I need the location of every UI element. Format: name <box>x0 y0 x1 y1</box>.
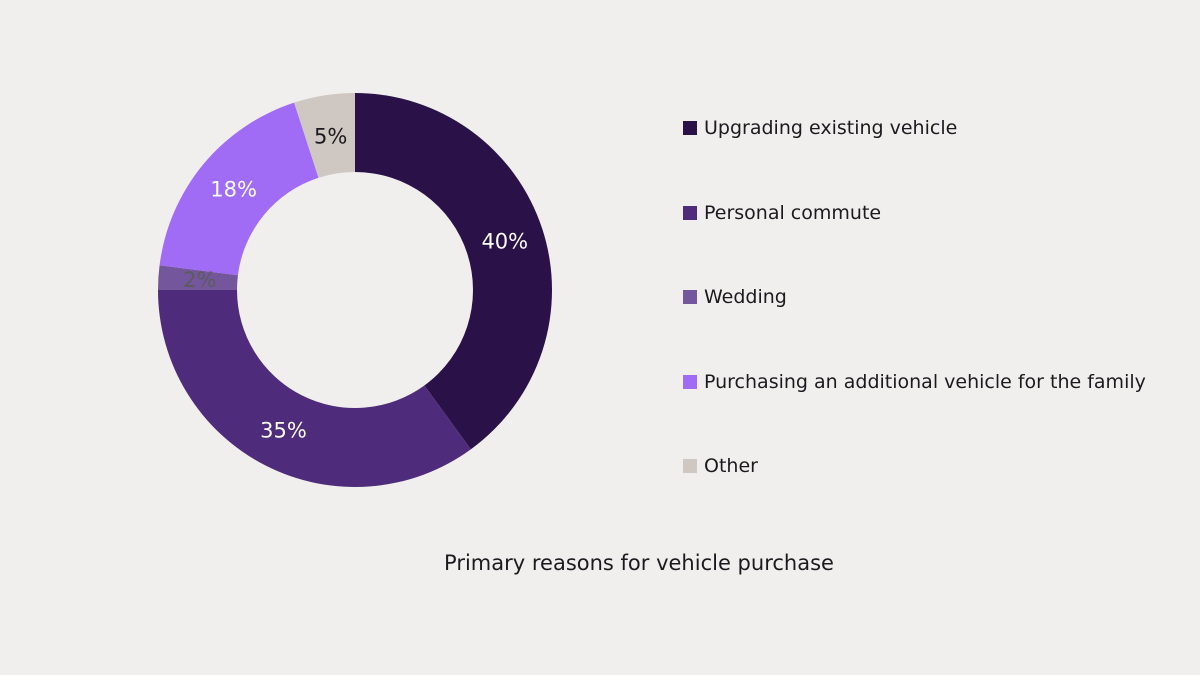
data-label-personal-commute: 35% <box>260 418 307 442</box>
legend-swatch <box>683 459 697 473</box>
chart-title: Primary reasons for vehicle purchase <box>444 551 834 575</box>
legend-label: Wedding <box>704 286 787 308</box>
donut-slices <box>158 93 553 487</box>
legend-item-purchasing-an-additional-vehicle-for-the-family: Purchasing an additional vehicle for the… <box>683 369 1146 395</box>
data-label-upgrading-existing-vehicle: 40% <box>481 229 528 253</box>
legend-label: Personal commute <box>704 201 882 224</box>
legend-swatch <box>683 290 697 304</box>
slice-upgrading-existing-vehicle <box>355 93 553 450</box>
chart-legend: Upgrading existing vehicle Personal commu… <box>683 115 1146 538</box>
slice-purchasing-an-additional-vehicle-for-the-family <box>159 102 319 276</box>
legend-label: Other <box>704 455 758 477</box>
legend-label: Upgrading existing vehicle <box>704 117 958 139</box>
legend-swatch <box>683 121 697 135</box>
donut-data-labels: 40% 35% 2% 18% 5% <box>183 124 528 442</box>
legend-item-other: Other <box>683 453 1146 479</box>
legend-swatch <box>683 205 697 220</box>
legend-swatch <box>683 374 697 389</box>
slice-personal-commute <box>158 290 471 487</box>
legend-item-upgrading-existing-vehicle: Upgrading existing vehicle <box>683 115 1146 141</box>
legend-label: Purchasing an additional vehicle for the… <box>704 370 1146 393</box>
data-label-purchasing-an-additional-vehicle-for-the-family: 18% <box>210 178 257 202</box>
slice-other <box>294 93 355 178</box>
legend-item-personal-commute: Personal commute <box>683 200 1146 226</box>
data-label-wedding: 2% <box>183 268 216 292</box>
legend-item-wedding: Wedding <box>683 284 1146 310</box>
slice-wedding <box>158 265 238 290</box>
data-label-other: 5% <box>314 124 347 148</box>
